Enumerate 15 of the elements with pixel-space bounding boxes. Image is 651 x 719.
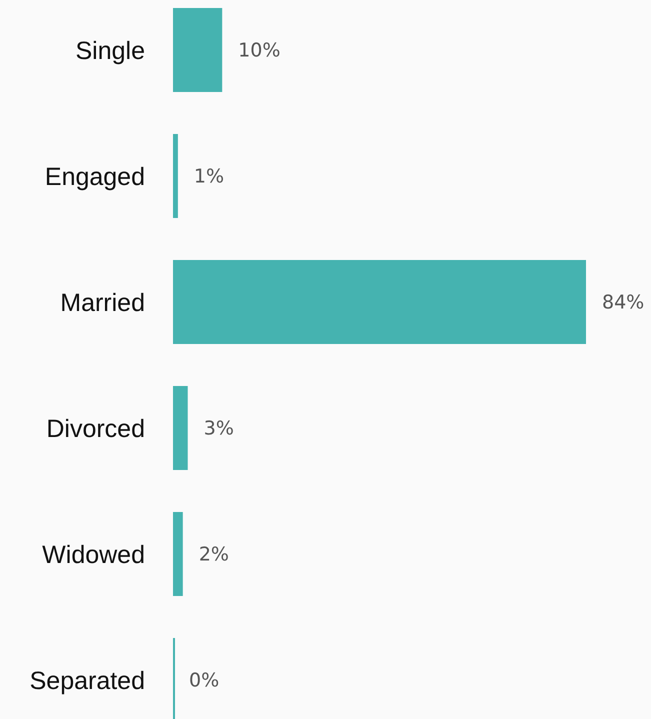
data-label: 84% bbox=[602, 292, 644, 314]
y-tick-label: Divorced bbox=[46, 414, 145, 443]
data-label: 10% bbox=[238, 40, 280, 62]
data-label: 1% bbox=[194, 166, 224, 188]
y-tick-label: Widowed bbox=[42, 540, 145, 569]
data-label: 3% bbox=[204, 418, 234, 440]
bar bbox=[173, 386, 188, 470]
data-label: 0% bbox=[189, 670, 220, 692]
y-tick-label: Married bbox=[60, 288, 145, 317]
bar bbox=[173, 260, 586, 344]
data-label: 2% bbox=[198, 544, 229, 566]
y-tick-label: Single bbox=[76, 36, 145, 65]
bar bbox=[173, 8, 222, 92]
y-tick-label: Engaged bbox=[44, 162, 145, 191]
y-tick-label: Separated bbox=[30, 666, 145, 695]
